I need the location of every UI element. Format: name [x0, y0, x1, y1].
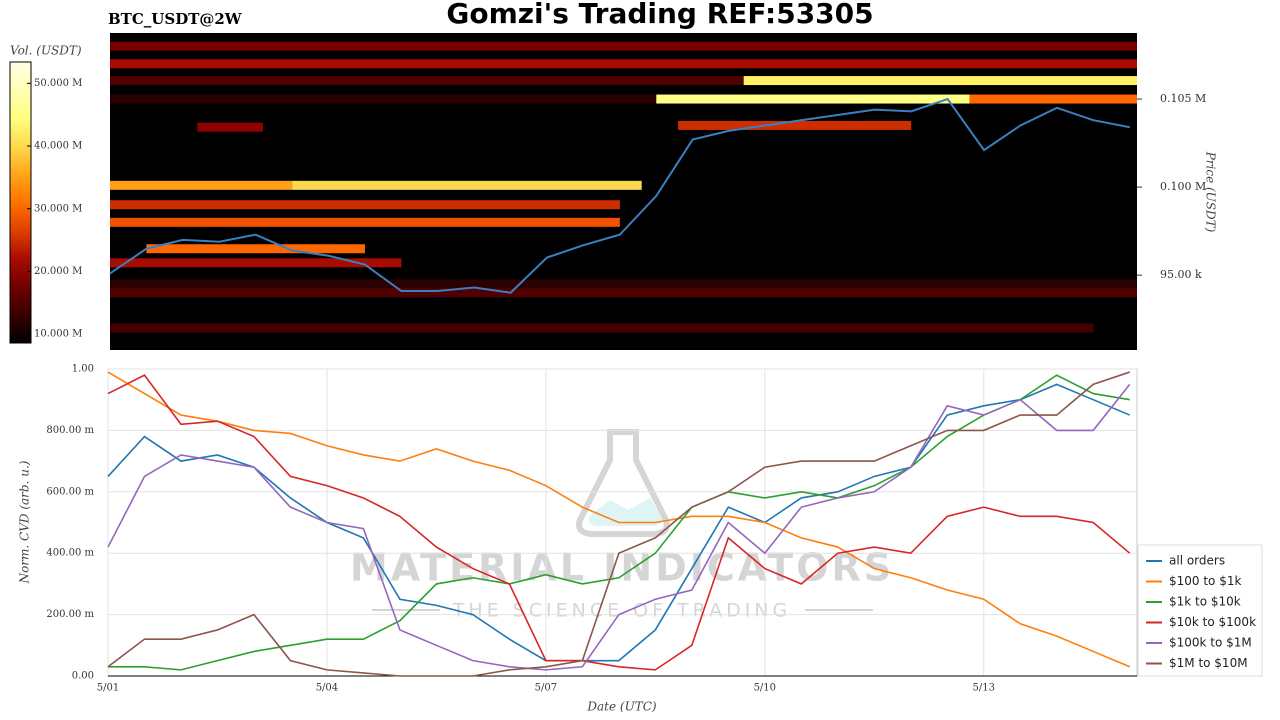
heat-band [110, 323, 1094, 333]
y-tick-label: 0.100 M [1160, 180, 1206, 193]
y-tick-label: 400.00 m [46, 548, 94, 559]
symbol-label: BTC_USDT@2W [108, 10, 243, 28]
cvd-line [107, 374, 1131, 671]
heat-band [656, 94, 970, 104]
y-tick-label: 0.105 M [1160, 92, 1206, 105]
heat-band [110, 41, 1137, 51]
y-axis-label: Price (USDT) [1204, 151, 1218, 233]
legend-label: $100k to $1M [1169, 636, 1252, 650]
legend-label: $10k to $100k [1169, 615, 1256, 629]
watermark: THE SCIENCE OF TRADING [452, 600, 792, 622]
cvd-line [107, 383, 1131, 662]
heat-band [197, 122, 263, 132]
x-tick-label: 5/07 [535, 683, 557, 694]
legend-label: $1k to $10k [1169, 595, 1241, 609]
heat-band [146, 244, 365, 254]
colorbar [9, 61, 32, 344]
legend-label: all orders [1169, 554, 1225, 568]
heat-band [110, 180, 293, 190]
x-tick-label: 5/13 [973, 683, 995, 694]
heat-band [110, 288, 1137, 298]
heat-band [292, 180, 642, 190]
y-tick-label: 600.00 m [46, 486, 94, 497]
y-tick-label: 1.00 [72, 364, 94, 375]
x-tick-label: 5/04 [316, 683, 338, 694]
x-axis-label: Date (UTC) [586, 700, 656, 714]
heat-band [110, 94, 657, 104]
heat-band [678, 120, 912, 130]
heat-band [110, 59, 1137, 69]
heat-band [110, 217, 620, 227]
cvd-line [107, 371, 1130, 677]
colorbar-tick-label: 40.000 M [34, 141, 82, 152]
x-tick-label: 5/10 [754, 683, 776, 694]
heat-band [110, 76, 744, 86]
heat-band [969, 94, 1137, 104]
legend-label: $100 to $1k [1169, 574, 1241, 588]
heat-band [110, 279, 1137, 289]
heat-band [743, 76, 1137, 86]
y-tick-label: 95.00 k [1160, 268, 1202, 281]
x-tick-label: 5/01 [97, 683, 119, 694]
y-tick-label: 200.00 m [46, 609, 94, 620]
heat-band [110, 258, 402, 268]
y-tick-label: 800.00 m [46, 425, 94, 436]
colorbar-tick-label: 20.000 M [34, 266, 82, 277]
colorbar-tick-label: 10.000 M [34, 329, 82, 340]
cvd-line [107, 383, 1131, 671]
price-line [109, 97, 1130, 294]
legend-box [1137, 544, 1263, 677]
chart-title: Gomzi's Trading REF:53305 [446, 0, 873, 30]
colorbar-label: Vol. (USDT) [10, 44, 82, 58]
colorbar-tick-label: 30.000 M [34, 203, 82, 214]
y-axis-label: Norm. CVD (arb. u.) [18, 460, 32, 584]
y-tick-label: 0.00 [72, 671, 94, 682]
colorbar-tick-label: 50.000 M [34, 78, 82, 89]
cvd-line [108, 374, 1130, 671]
legend-label: $1M to $10M [1169, 656, 1248, 670]
cvd-line [107, 371, 1131, 668]
heat-band [110, 200, 620, 210]
